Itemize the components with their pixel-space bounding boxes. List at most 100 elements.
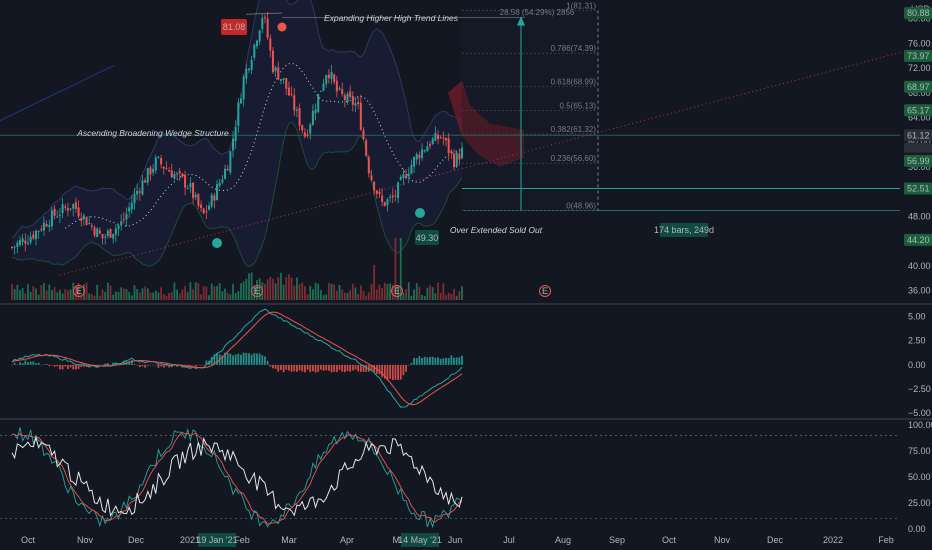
volume-bar (445, 295, 447, 300)
volume-bar (93, 295, 96, 300)
macd-histogram-bar (45, 363, 48, 365)
volume-bar (146, 288, 149, 300)
candle-body (447, 138, 450, 153)
volume-bar (285, 277, 288, 300)
macd-histogram-bar (16, 364, 19, 366)
volume-bar (346, 292, 349, 300)
candle-body (224, 168, 227, 179)
macd-histogram-bar (418, 356, 421, 365)
candle-body (106, 230, 109, 236)
volume-bar (130, 295, 133, 300)
macd-histogram-bar (301, 364, 304, 372)
macd-histogram-bar (272, 364, 274, 369)
fib-level-label: 0.236(56.60) (551, 154, 597, 163)
price-marker-bg (904, 104, 932, 117)
candle-body (383, 202, 386, 206)
candle-body (354, 103, 357, 106)
volume-bar (282, 284, 285, 300)
macd-histogram-bar (162, 364, 165, 368)
macd-histogram-bar (378, 364, 381, 375)
volume-bar (133, 285, 136, 300)
volume-bar (402, 292, 405, 300)
candle-body (66, 208, 69, 211)
volume-bar (154, 290, 157, 300)
candle-body (120, 221, 123, 226)
macd-histogram-bar (325, 364, 328, 371)
macd-histogram-bar (242, 352, 245, 365)
price-marker-bg (904, 154, 932, 167)
macd-histogram-bar (314, 364, 317, 373)
macd-histogram-bar (359, 364, 362, 372)
time-tick-label: Dec (767, 535, 784, 545)
earnings-marker-label: E (76, 286, 82, 296)
volume-bar (170, 292, 173, 300)
macd-histogram-bar (335, 364, 338, 373)
volume-bar (43, 283, 45, 300)
time-tick-label: 2021 (180, 535, 200, 545)
volume-bar (365, 295, 368, 300)
trend-line-dotted (59, 52, 901, 276)
annotation-text: Over Extended Sold Out (450, 225, 543, 235)
bars-box (660, 223, 708, 237)
time-tick-label: Nov (77, 535, 94, 545)
price-marker-label: 52.51 (907, 184, 930, 194)
fib-level-label: 0.5(65.13) (560, 102, 597, 111)
volume-bar (85, 282, 88, 300)
volume-bar (45, 290, 48, 300)
signal-marker (212, 238, 222, 248)
volume-bar (272, 278, 274, 300)
macd-histogram-bar (152, 364, 155, 366)
macd-histogram-bar (349, 364, 352, 372)
macd-histogram-bar (229, 353, 232, 365)
volume-bar (434, 293, 437, 300)
candle-body (282, 78, 285, 80)
volume-bar (19, 290, 21, 300)
candle-body (72, 204, 75, 209)
volume-bar (343, 292, 346, 300)
candle-body (208, 205, 211, 210)
volume-bar (351, 283, 354, 300)
candle-body (247, 68, 250, 71)
macd-histogram-bar (453, 357, 455, 365)
volume-bar (333, 284, 336, 300)
candle-body (42, 222, 45, 231)
macd-histogram-bar (431, 356, 434, 365)
volume-bar (421, 294, 423, 300)
stoch-k-line (11, 427, 463, 529)
volume-bar (250, 272, 253, 300)
candle-body (232, 138, 235, 151)
volume-bar (405, 288, 407, 300)
macd-histogram-bar (35, 363, 37, 365)
fib-level-label: 0.618(68.99) (551, 78, 597, 87)
macd-histogram-bar (24, 360, 27, 365)
macd-histogram-bar (437, 357, 439, 365)
candle-body (319, 90, 322, 92)
macd-histogram-bar (338, 364, 341, 370)
stoch-tick-label: 50.00 (908, 472, 931, 482)
candle-body (458, 153, 461, 160)
candle-body (210, 194, 213, 207)
bollinger-lower (11, 121, 463, 268)
volume-bar (162, 294, 165, 300)
macd-histogram-bar (351, 364, 354, 371)
volume-bar (224, 288, 226, 300)
volume-bar (125, 289, 128, 300)
volume-bar (386, 284, 389, 300)
macd-histogram-bar (245, 353, 248, 365)
price-tick-label: 56.00 (908, 162, 931, 172)
volume-bar (205, 286, 208, 300)
volume-bar (370, 283, 373, 300)
volume-bar (429, 285, 431, 300)
macd-histogram-bar (234, 354, 237, 365)
candle-body (13, 246, 16, 248)
candle-body (394, 195, 397, 197)
volume-bar (101, 289, 104, 300)
volume-bar (288, 274, 290, 300)
candle-body (170, 170, 173, 178)
price-marker-bg (904, 80, 932, 93)
signal-marker (277, 22, 287, 32)
macd-histogram-bar (330, 364, 333, 373)
candle-body (64, 206, 67, 208)
